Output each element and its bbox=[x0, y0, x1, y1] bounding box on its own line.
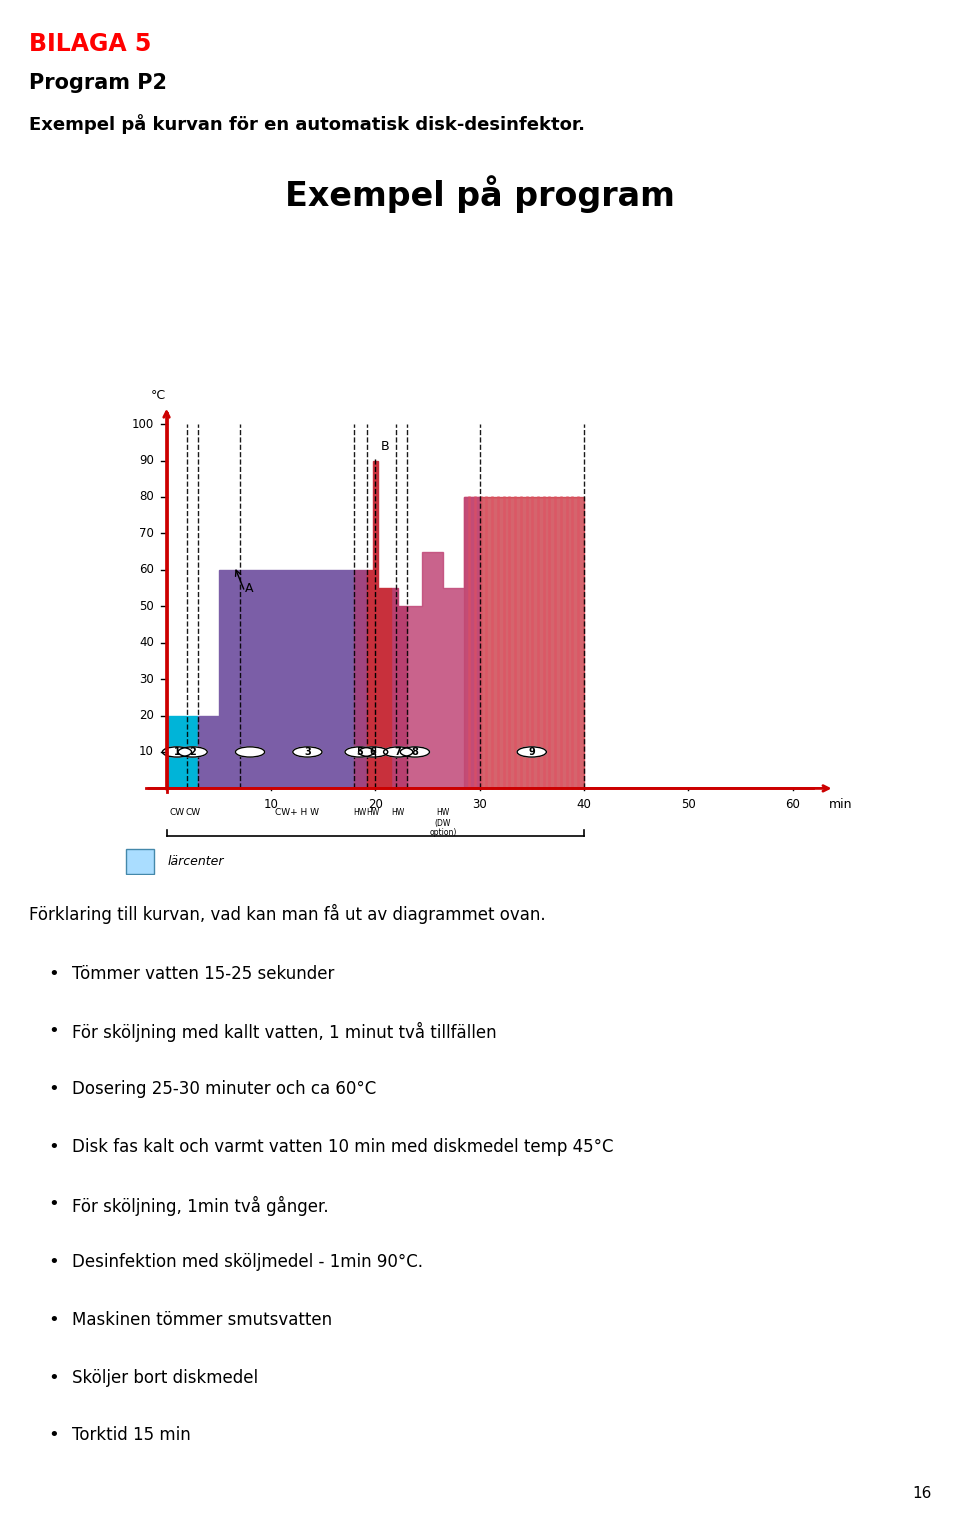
Text: 2: 2 bbox=[189, 747, 196, 756]
Text: 50: 50 bbox=[681, 797, 696, 811]
Polygon shape bbox=[367, 460, 391, 788]
Text: CW: CW bbox=[169, 808, 184, 817]
Text: Exempel på program: Exempel på program bbox=[285, 175, 675, 213]
Text: 10: 10 bbox=[263, 797, 278, 811]
Text: min: min bbox=[829, 797, 852, 811]
Text: •: • bbox=[48, 1253, 59, 1271]
Text: 80: 80 bbox=[139, 491, 154, 503]
Text: Dosering 25-30 minuter och ca 60°C: Dosering 25-30 minuter och ca 60°C bbox=[72, 1080, 376, 1098]
Text: B: B bbox=[380, 441, 389, 453]
Text: 1: 1 bbox=[174, 747, 180, 756]
Circle shape bbox=[235, 747, 265, 756]
Text: 40: 40 bbox=[139, 636, 154, 649]
Circle shape bbox=[293, 747, 322, 756]
Text: Förklaring till kurvan, vad kan man få ut av diagrammet ovan.: Förklaring till kurvan, vad kan man få u… bbox=[29, 904, 545, 924]
Text: 20: 20 bbox=[368, 797, 383, 811]
Text: Desinfektion med sköljmedel - 1min 90°C.: Desinfektion med sköljmedel - 1min 90°C. bbox=[72, 1253, 423, 1271]
Text: 40: 40 bbox=[577, 797, 591, 811]
Text: CW: CW bbox=[185, 808, 201, 817]
Text: 6: 6 bbox=[370, 747, 376, 756]
Circle shape bbox=[384, 747, 413, 756]
Text: Program P2: Program P2 bbox=[29, 73, 167, 93]
Text: 100: 100 bbox=[132, 418, 154, 430]
Text: 30: 30 bbox=[139, 673, 154, 685]
Text: 20: 20 bbox=[139, 709, 154, 722]
Text: •: • bbox=[48, 1369, 59, 1387]
Circle shape bbox=[178, 747, 207, 756]
Polygon shape bbox=[406, 497, 480, 788]
Text: 8: 8 bbox=[412, 747, 419, 756]
Text: HW: HW bbox=[437, 808, 449, 817]
Text: •: • bbox=[48, 1311, 59, 1329]
Text: 60: 60 bbox=[139, 564, 154, 576]
Text: 50: 50 bbox=[139, 600, 154, 612]
Text: 16: 16 bbox=[912, 1486, 931, 1501]
Circle shape bbox=[345, 747, 374, 756]
Text: 30: 30 bbox=[472, 797, 487, 811]
Text: HW: HW bbox=[353, 808, 366, 817]
Text: °C: °C bbox=[151, 389, 166, 403]
Circle shape bbox=[517, 747, 546, 756]
Text: option): option) bbox=[429, 828, 457, 837]
Polygon shape bbox=[391, 588, 406, 788]
Text: 60: 60 bbox=[785, 797, 800, 811]
Text: För sköljning, 1min två gånger.: För sköljning, 1min två gånger. bbox=[72, 1195, 328, 1215]
FancyBboxPatch shape bbox=[127, 849, 154, 873]
Text: 70: 70 bbox=[139, 527, 154, 539]
Text: (DW: (DW bbox=[435, 819, 451, 828]
Text: 9: 9 bbox=[528, 747, 535, 756]
Text: •: • bbox=[48, 965, 59, 983]
Text: lärcenter: lärcenter bbox=[168, 855, 225, 869]
Polygon shape bbox=[166, 715, 198, 788]
Polygon shape bbox=[464, 497, 584, 788]
Text: •: • bbox=[48, 1426, 59, 1445]
Text: 7: 7 bbox=[395, 747, 401, 756]
Polygon shape bbox=[354, 570, 367, 788]
Text: Disk fas kalt och varmt vatten 10 min med diskmedel temp 45°C: Disk fas kalt och varmt vatten 10 min me… bbox=[72, 1138, 613, 1156]
Circle shape bbox=[358, 747, 388, 756]
Text: Sköljer bort diskmedel: Sköljer bort diskmedel bbox=[72, 1369, 258, 1387]
Text: För sköljning med kallt vatten, 1 minut två tillfällen: För sköljning med kallt vatten, 1 minut … bbox=[72, 1022, 496, 1042]
Text: •: • bbox=[48, 1022, 59, 1041]
Text: Maskinen tömmer smutsvatten: Maskinen tömmer smutsvatten bbox=[72, 1311, 332, 1329]
Text: •: • bbox=[48, 1080, 59, 1098]
Text: A: A bbox=[245, 582, 253, 595]
Polygon shape bbox=[198, 570, 354, 788]
Text: Tömmer vatten 15-25 sekunder: Tömmer vatten 15-25 sekunder bbox=[72, 965, 334, 983]
Text: 5: 5 bbox=[356, 747, 363, 756]
Text: HW: HW bbox=[392, 808, 405, 817]
Circle shape bbox=[162, 747, 192, 756]
Text: 3: 3 bbox=[304, 747, 311, 756]
Text: 90: 90 bbox=[139, 454, 154, 466]
Circle shape bbox=[400, 747, 429, 756]
Text: HW: HW bbox=[367, 808, 380, 817]
Text: Torktid 15 min: Torktid 15 min bbox=[72, 1426, 191, 1445]
Text: •: • bbox=[48, 1195, 59, 1214]
Text: Exempel på kurvan för en automatisk disk-desinfektor.: Exempel på kurvan för en automatisk disk… bbox=[29, 114, 585, 134]
Text: 10: 10 bbox=[139, 746, 154, 758]
Text: BILAGA 5: BILAGA 5 bbox=[29, 32, 151, 56]
Text: •: • bbox=[48, 1138, 59, 1156]
Text: CW+ H W: CW+ H W bbox=[275, 808, 319, 817]
